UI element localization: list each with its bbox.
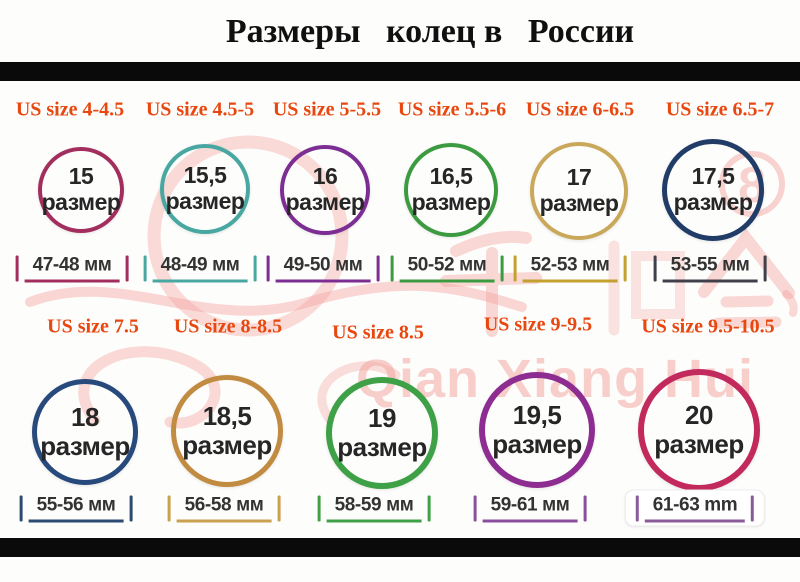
mm-right-tick-icon — [427, 495, 431, 521]
mm-right-tick-icon — [129, 495, 133, 521]
us-size-label: US size 8-8.5 — [173, 315, 283, 338]
mm-range: 59-61 мм — [473, 494, 587, 523]
mm-range: 47-48 мм — [15, 254, 129, 283]
ring-circle: 17,5 размер — [662, 139, 764, 241]
mm-range-text: 47-48 мм — [24, 254, 120, 283]
ring-circle: 19 размер — [326, 377, 438, 489]
mm-right-tick-icon — [376, 255, 380, 281]
ring-size-word: размер — [285, 189, 365, 215]
ring-circle: 16 размер — [280, 145, 370, 235]
mm-range-text: 53-55 мм — [662, 254, 758, 283]
mm-left-tick-icon — [513, 255, 517, 281]
ring-size-value: 18 — [71, 401, 99, 432]
top-divider-bar — [0, 62, 800, 81]
ring-circle: 17 размер — [530, 142, 628, 240]
ring-size-word: размер — [41, 189, 121, 215]
us-size-label: US size 5.5-6 — [397, 98, 507, 121]
mm-range-text: 52-53 мм — [522, 254, 618, 283]
us-size-label: US size 8.5 — [332, 321, 424, 344]
mm-right-tick-icon — [277, 495, 281, 521]
ring-circle: 16,5 размер — [404, 143, 498, 237]
ring-circle: 18 размер — [32, 379, 138, 485]
mm-range-text: 48-49 мм — [152, 254, 248, 283]
mm-range: 58-59 мм — [317, 494, 431, 523]
ring-size-word: размер — [492, 429, 582, 459]
mm-left-tick-icon — [143, 255, 147, 281]
mm-range-text: 50-52 мм — [399, 254, 495, 283]
ring-size-value: 17 — [566, 164, 592, 191]
mm-range: 61-63 mm — [624, 489, 766, 527]
ring-size-value: 16 — [312, 163, 338, 190]
mm-range: 55-56 мм — [19, 494, 133, 523]
mm-left-tick-icon — [390, 255, 394, 281]
ring-size-word: размер — [40, 431, 130, 461]
watermark-cjk-strokes — [440, 228, 795, 337]
ring-size-value: 15 — [68, 163, 94, 190]
ring-size-value: 18,5 — [202, 400, 252, 431]
ring-size-value: 16,5 — [429, 163, 473, 190]
ring-circle: 20 размер — [638, 369, 760, 491]
mm-range-text: 55-56 мм — [28, 494, 124, 523]
mm-range: 53-55 мм — [653, 254, 767, 283]
mm-right-tick-icon — [751, 495, 755, 521]
mm-right-tick-icon — [583, 495, 587, 521]
bottom-divider-bar — [0, 538, 800, 557]
us-size-label: US size 6-6.5 — [525, 98, 635, 121]
mm-range-text: 61-63 mm — [644, 494, 746, 523]
ring-circle: 15,5 размер — [160, 144, 250, 234]
mm-right-tick-icon — [623, 255, 627, 281]
us-size-label: US size 6.5-7 — [665, 98, 775, 121]
ring-size-value: 19,5 — [512, 399, 562, 430]
mm-left-tick-icon — [19, 495, 23, 521]
mm-range: 52-53 мм — [513, 254, 627, 283]
us-size-label: US size 5-5.5 — [272, 98, 382, 121]
ring-size-word: размер — [539, 190, 619, 216]
mm-range-text: 56-58 мм — [176, 494, 272, 523]
mm-range: 49-50 мм — [266, 254, 380, 283]
mm-range: 48-49 мм — [143, 254, 257, 283]
mm-left-tick-icon — [317, 495, 321, 521]
ring-circle: 19,5 размер — [479, 372, 595, 488]
mm-left-tick-icon — [15, 255, 19, 281]
mm-range-text: 59-61 мм — [482, 494, 578, 523]
mm-range: 50-52 мм — [390, 254, 504, 283]
ring-size-word: размер — [165, 188, 245, 214]
mm-range: 56-58 мм — [167, 494, 281, 523]
us-size-label: US size 9-9.5 — [483, 313, 593, 336]
ring-size-value: 15,5 — [183, 162, 227, 189]
mm-left-tick-icon — [266, 255, 270, 281]
mm-right-tick-icon — [125, 255, 129, 281]
us-size-label: US size 4-4.5 — [15, 98, 125, 121]
ring-size-word: размер — [337, 432, 427, 462]
ring-size-word: размер — [654, 429, 744, 459]
mm-range-text: 58-59 мм — [326, 494, 422, 523]
mm-right-tick-icon — [500, 255, 504, 281]
us-size-label: US size 9.5-10.5 — [641, 315, 775, 338]
us-size-label: US size 7.5 — [47, 315, 139, 338]
ring-size-word: размер — [411, 189, 491, 215]
us-size-label: US size 4.5-5 — [145, 98, 255, 121]
mm-right-tick-icon — [763, 255, 767, 281]
ring-size-value: 19 — [368, 402, 396, 433]
mm-left-tick-icon — [653, 255, 657, 281]
mm-left-tick-icon — [473, 495, 477, 521]
mm-left-tick-icon — [167, 495, 171, 521]
ring-circle: 15 размер — [38, 147, 124, 233]
ring-size-value: 17,5 — [691, 163, 735, 190]
ring-size-word: размер — [182, 430, 272, 460]
mm-left-tick-icon — [635, 495, 639, 521]
mm-range-text: 49-50 мм — [275, 254, 371, 283]
page-title: Размеры колец в России — [225, 13, 635, 50]
ring-size-value: 20 — [685, 399, 713, 430]
mm-right-tick-icon — [253, 255, 257, 281]
ring-circle: 18,5 размер — [171, 375, 283, 487]
ring-size-word: размер — [673, 189, 753, 215]
